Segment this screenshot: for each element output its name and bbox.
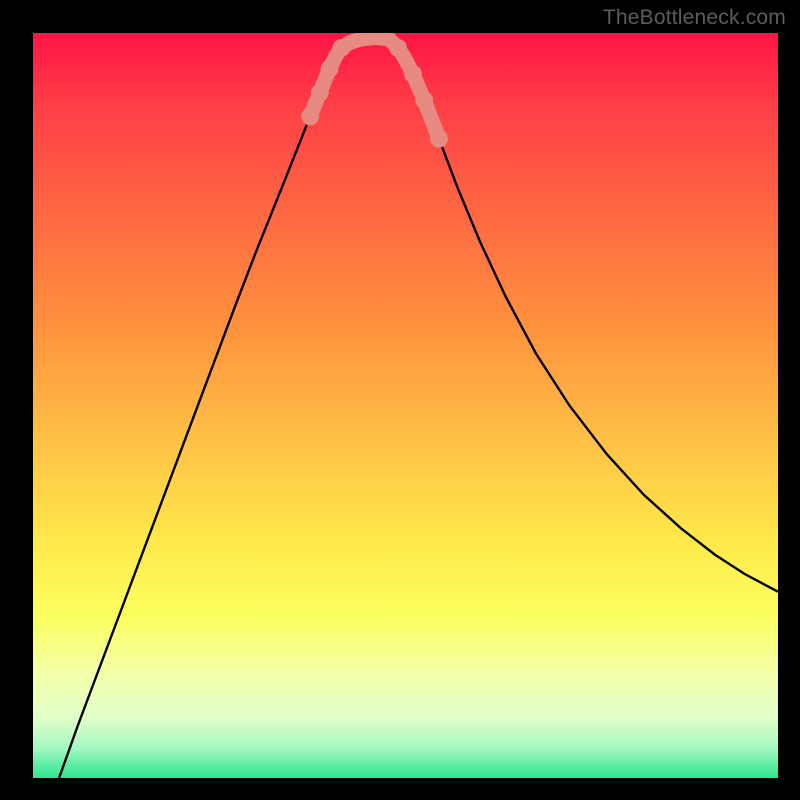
plot-svg <box>33 33 778 778</box>
salmon-dot <box>321 60 339 78</box>
curve-left <box>59 48 341 778</box>
salmon-overlay <box>310 37 439 138</box>
salmon-dot <box>389 39 407 57</box>
salmon-dot <box>404 65 422 83</box>
watermark-text: TheBottleneck.com <box>603 6 786 30</box>
salmon-dot <box>311 84 329 102</box>
curve-right <box>398 48 778 592</box>
salmon-dot <box>301 108 319 126</box>
salmon-dots <box>301 39 448 148</box>
salmon-dot <box>415 91 433 109</box>
plot-area <box>33 33 778 778</box>
salmon-dot <box>430 130 448 148</box>
salmon-dot <box>332 39 350 57</box>
